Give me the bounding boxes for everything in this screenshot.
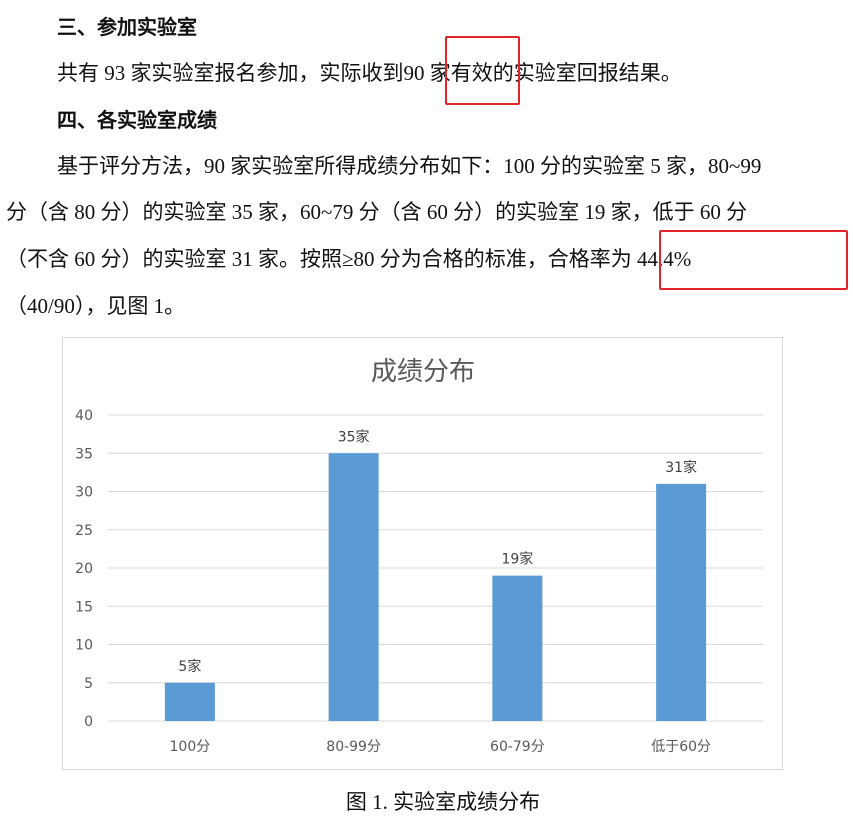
y-tick-label: 5 [84,676,93,692]
data-label: 5家 [178,658,201,675]
data-label: 19家 [501,551,533,568]
y-tick-label: 40 [75,408,93,424]
x-tick-label: 低于60分 [651,739,711,755]
y-tick-label: 35 [75,446,93,462]
paragraph-line: 分（含 80 分）的实验室 35 家，60~79 分（含 60 分）的实验室 1… [6,200,748,224]
highlighted-count: 90 家 [403,61,451,85]
data-label: 35家 [338,428,370,445]
paragraph-line: （不含 60 分）的实验室 31 家。按照≥80 分为合格的标准，合格率为 44… [6,245,691,273]
highlight-box-count [445,36,520,105]
section-4-heading: 四、各实验室成绩 [57,108,217,132]
y-tick-label: 30 [75,485,93,501]
y-tick-label: 10 [75,638,93,654]
data-label: 31家 [665,459,697,476]
x-tick-label: 100分 [170,739,211,755]
y-tick-label: 25 [75,523,93,539]
bar-chart: 成绩分布 0 5 10 15 20 25 30 35 40 5家 100分 35家 80-99分 19家 60… [62,337,783,770]
x-tick-label: 60-79分 [490,739,545,755]
bar [492,575,543,721]
bar [656,483,707,721]
y-tick-label: 15 [75,599,93,615]
section-3-heading: 三、参加实验室 [57,15,197,39]
x-tick-label: 80-99分 [326,739,381,755]
paragraph-line: 基于评分方法，90 家实验室所得成绩分布如下：100 分的实验室 5 家，80~… [57,154,762,178]
chart-svg: 成绩分布 0 5 10 15 20 25 30 35 40 5家 100分 35家 80-99分 19家 60… [75,357,763,755]
y-tick-label: 0 [84,714,93,730]
paragraph-line: （40/90），见图 1。 [6,294,186,318]
bar [164,682,215,721]
text-before: 共有 93 家实验室报名参加，实际收到 [57,61,404,85]
text-after: 有效的实验室回报结果。 [450,61,682,85]
section-3-text: 共有 93 家实验室报名参加，实际收到90 家有效的实验室回报结果。 [57,59,682,87]
figure-caption: 图 1. 实验室成绩分布 [345,790,541,814]
chart-title: 成绩分布 [371,357,475,387]
pass-rate-text: 合格率为 44.4% [547,247,692,271]
y-tick-label: 20 [75,561,93,577]
bar [328,453,379,721]
paragraph-text: （不含 60 分）的实验室 31 家。按照≥80 分为合格的标准， [6,247,548,271]
highlight-box-pass-rate [659,230,848,290]
